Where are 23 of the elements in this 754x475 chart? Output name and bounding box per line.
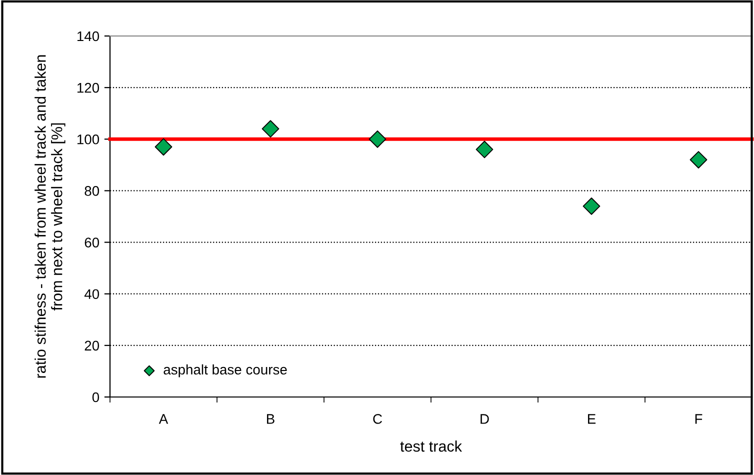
y-tick-label: 100 [77, 134, 100, 144]
legend-label: asphalt base course [164, 364, 287, 378]
point [154, 138, 172, 156]
x-tick-label: E [588, 414, 596, 424]
y-tick-label: 60 [84, 238, 100, 248]
point [476, 140, 494, 158]
y-tick-label: 120 [77, 82, 100, 93]
point [690, 151, 708, 168]
y-tick-label: 140 [77, 31, 100, 42]
y-tick-label: 80 [84, 186, 100, 196]
point [582, 197, 600, 215]
point [368, 130, 386, 148]
point [262, 120, 280, 138]
y-tick-label: 0 [92, 392, 100, 402]
y-tick-label: 20 [84, 340, 100, 351]
x-axis-title: test track [400, 440, 462, 452]
x-tick-label: B [267, 414, 274, 424]
x-tick-label: D [480, 414, 489, 424]
y-axis-title: ratio stifness - taken from wheel track and taken from next to wheel track [%] [34, 55, 66, 378]
x-tick-label: C [373, 414, 382, 424]
y-tick-label: 40 [84, 289, 100, 300]
x-tick-label: F [695, 414, 702, 424]
x-tick-label: A [158, 414, 168, 424]
